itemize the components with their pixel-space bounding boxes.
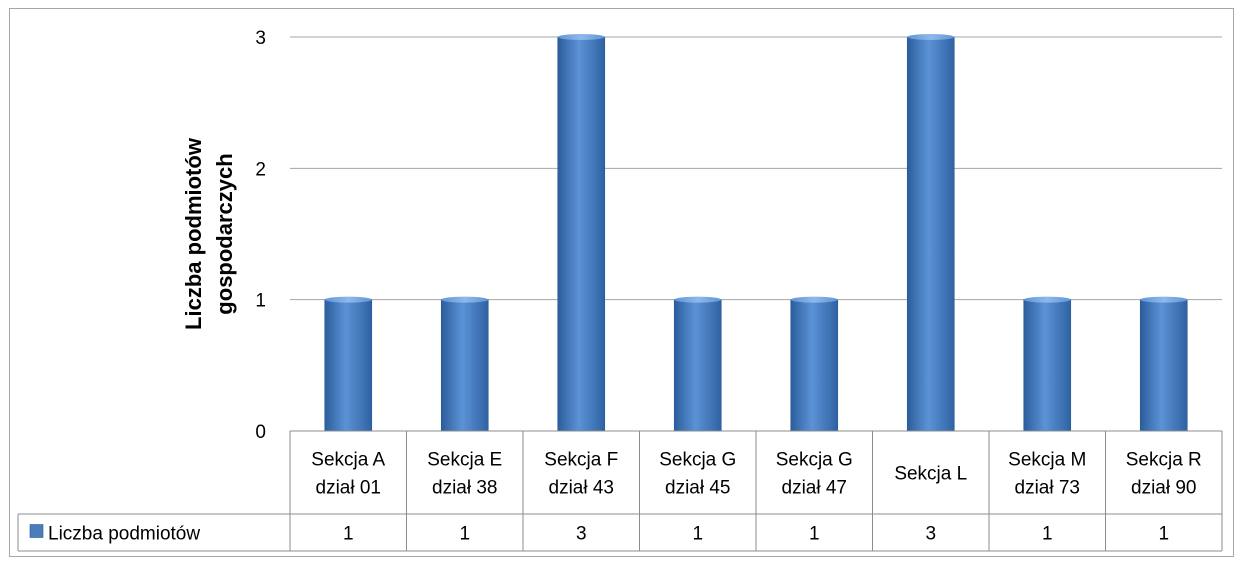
bar — [440, 299, 489, 432]
bar-cap — [557, 34, 605, 40]
category-label: Sekcja F — [544, 450, 618, 471]
bar-cap — [1140, 296, 1188, 303]
bar-cap — [441, 296, 489, 303]
bar — [1139, 299, 1188, 432]
data-value-cell: 1 — [1158, 524, 1169, 545]
bar — [673, 299, 722, 432]
bar-cap — [324, 296, 372, 303]
y-tick-label: 1 — [255, 291, 266, 312]
category-label: dział 38 — [432, 478, 498, 499]
gridlines — [290, 36, 1222, 301]
bar — [790, 299, 839, 432]
y-axis-label-line-2: gospodarczych — [212, 153, 237, 314]
y-tick-label: 2 — [255, 159, 266, 180]
y-axis-label-line-1: Liczba podmiotów — [181, 137, 206, 330]
category-label: dział 43 — [549, 478, 615, 499]
category-label: dział 45 — [665, 478, 731, 499]
category-label: Sekcja R — [1126, 450, 1202, 471]
bar — [324, 299, 373, 432]
data-value-cell: 1 — [459, 524, 470, 545]
bar-cap — [907, 34, 955, 40]
legend-key — [29, 524, 44, 538]
bar-cap — [674, 296, 722, 303]
y-tick-labels: 0 1 2 3 — [255, 28, 266, 443]
data-value-cell: 1 — [343, 524, 354, 545]
bar-cap — [1023, 296, 1071, 303]
legend-series-name: Liczba podmiotów — [48, 524, 200, 545]
category-label: dział 73 — [1015, 478, 1081, 499]
category-label: Sekcja E — [427, 450, 502, 471]
bars — [324, 34, 1188, 432]
category-label: Sekcja M — [1008, 450, 1086, 471]
category-label: dział 01 — [316, 478, 382, 499]
category-label: Sekcja G — [659, 450, 736, 471]
data-value-cell: 1 — [809, 524, 820, 545]
y-tick-label: 3 — [255, 28, 266, 49]
category-label: Sekcja L — [894, 464, 967, 485]
data-value-cell: 3 — [925, 524, 936, 545]
bar — [557, 36, 606, 432]
category-label: Sekcja G — [776, 450, 853, 471]
data-table: Sekcja A dział 01 Sekcja E dział 38 Sekcja F… — [17, 430, 1223, 552]
chart-frame — [9, 8, 1234, 557]
category-label: Sekcja A — [311, 450, 385, 471]
y-tick-label: 0 — [255, 422, 266, 443]
category-label: dział 47 — [782, 478, 848, 499]
bar-cap — [790, 296, 838, 303]
category-label: dział 90 — [1131, 478, 1197, 499]
bar — [906, 36, 955, 432]
data-value-cell: 3 — [576, 524, 587, 545]
bar — [1023, 299, 1072, 432]
data-value-cell: 1 — [692, 524, 703, 545]
data-value-cell: 1 — [1042, 524, 1053, 545]
